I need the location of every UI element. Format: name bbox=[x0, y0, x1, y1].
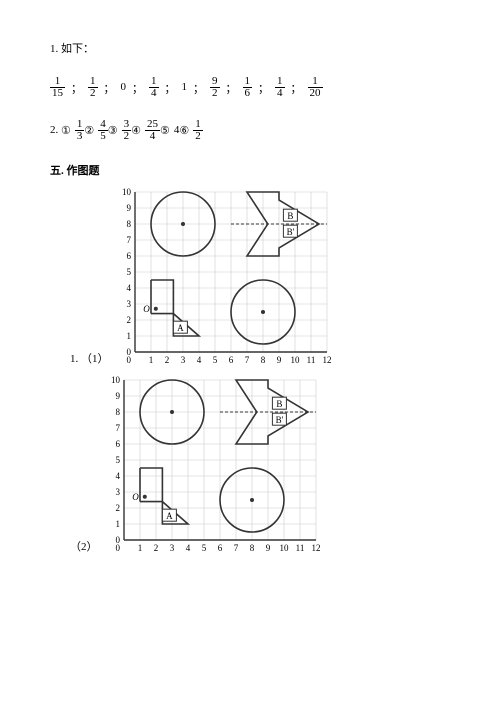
svg-text:A: A bbox=[166, 511, 173, 521]
svg-text:5: 5 bbox=[116, 455, 121, 465]
q1-fraction: 92 bbox=[210, 76, 220, 99]
svg-text:O: O bbox=[133, 492, 140, 502]
q2-label: ① bbox=[61, 124, 71, 137]
svg-text:7: 7 bbox=[234, 543, 239, 553]
q2-fraction: 12 bbox=[193, 119, 203, 142]
section-5-title: 五. 作图题 bbox=[50, 162, 450, 178]
svg-text:7: 7 bbox=[245, 355, 250, 365]
q1-sep: ； bbox=[132, 80, 143, 96]
q1-sep: ； bbox=[291, 80, 302, 96]
q2-label: ④ bbox=[131, 124, 141, 137]
q2-item: ③32 bbox=[108, 124, 131, 136]
svg-text:1: 1 bbox=[116, 519, 121, 529]
q1-fractions-row: 115 ； 12 ； 0 ； 14 ； 1 ； 92 ； 16 ； 14 ； 120 bbox=[50, 76, 450, 99]
svg-text:7: 7 bbox=[127, 235, 132, 245]
svg-text:4: 4 bbox=[197, 355, 202, 365]
svg-text:7: 7 bbox=[116, 423, 121, 433]
svg-text:11: 11 bbox=[296, 543, 305, 553]
svg-text:6: 6 bbox=[116, 439, 121, 449]
q2-item: ①13 bbox=[61, 124, 84, 136]
svg-text:12: 12 bbox=[312, 543, 321, 553]
q1-fraction: 12 bbox=[88, 76, 98, 99]
q2-label: ⑤ bbox=[160, 124, 170, 137]
diagram-1-svg: 0123456789101234567891011120AOBB' bbox=[115, 188, 331, 366]
svg-text:0: 0 bbox=[116, 543, 121, 553]
q2-item: ④254 bbox=[131, 124, 160, 136]
svg-text:6: 6 bbox=[229, 355, 234, 365]
svg-text:1: 1 bbox=[149, 355, 154, 365]
q2-fraction: 13 bbox=[75, 119, 85, 142]
svg-text:10: 10 bbox=[122, 188, 132, 197]
svg-text:10: 10 bbox=[280, 543, 290, 553]
svg-text:B': B' bbox=[287, 227, 295, 237]
svg-text:2: 2 bbox=[116, 503, 121, 513]
q1-fraction: 14 bbox=[275, 76, 285, 99]
q2-label: ② bbox=[84, 124, 94, 137]
svg-text:8: 8 bbox=[261, 355, 266, 365]
q1-fraction: 14 bbox=[149, 76, 159, 99]
svg-text:6: 6 bbox=[218, 543, 223, 553]
q1-sep: ； bbox=[104, 80, 115, 96]
q1-sep: ； bbox=[226, 80, 237, 96]
q1-sep: ； bbox=[165, 80, 176, 96]
q2-prefix: 2. bbox=[50, 124, 58, 136]
svg-text:9: 9 bbox=[277, 355, 282, 365]
q2-label: ⑥ bbox=[179, 124, 189, 137]
svg-text:4: 4 bbox=[116, 471, 121, 481]
q1-prefix: 1. 如下： bbox=[50, 40, 450, 56]
svg-text:9: 9 bbox=[266, 543, 271, 553]
svg-text:10: 10 bbox=[291, 355, 301, 365]
svg-text:B': B' bbox=[276, 415, 284, 425]
q1-int: 0 bbox=[121, 82, 127, 93]
q2-item: ⑥12 bbox=[179, 124, 202, 136]
svg-text:3: 3 bbox=[181, 355, 186, 365]
svg-text:9: 9 bbox=[127, 203, 132, 213]
svg-text:B: B bbox=[288, 211, 294, 221]
q1-sep: ； bbox=[258, 80, 269, 96]
diagram-1-block: 1. （1） 0123456789101234567891011120AOBB' bbox=[70, 188, 450, 366]
svg-text:5: 5 bbox=[127, 267, 132, 277]
svg-text:3: 3 bbox=[170, 543, 175, 553]
svg-text:11: 11 bbox=[307, 355, 316, 365]
svg-text:4: 4 bbox=[186, 543, 191, 553]
svg-text:8: 8 bbox=[127, 219, 132, 229]
svg-text:5: 5 bbox=[202, 543, 207, 553]
q2-item: ⑤4 bbox=[160, 124, 179, 136]
svg-text:1: 1 bbox=[127, 331, 132, 341]
svg-text:2: 2 bbox=[154, 543, 159, 553]
svg-text:0: 0 bbox=[127, 355, 132, 365]
svg-text:4: 4 bbox=[127, 283, 132, 293]
svg-text:1: 1 bbox=[138, 543, 143, 553]
diagram-1-label: 1. （1） bbox=[70, 350, 109, 366]
q2-row: 2. ①13②45③32④254⑤4⑥12 bbox=[50, 119, 450, 142]
svg-text:2: 2 bbox=[165, 355, 170, 365]
svg-text:10: 10 bbox=[111, 376, 121, 385]
q2-label: ③ bbox=[108, 124, 118, 137]
svg-text:O: O bbox=[144, 304, 151, 314]
q1-fraction: 16 bbox=[243, 76, 253, 99]
q2-fraction: 45 bbox=[98, 119, 108, 142]
svg-text:A: A bbox=[177, 323, 184, 333]
svg-text:2: 2 bbox=[127, 315, 132, 325]
diagram-2-svg: 0123456789101234567891011120AOBB' bbox=[104, 376, 320, 554]
svg-text:8: 8 bbox=[250, 543, 255, 553]
svg-text:6: 6 bbox=[127, 251, 132, 261]
diagram-2-block: （2） 0123456789101234567891011120AOBB' bbox=[70, 376, 450, 554]
svg-text:3: 3 bbox=[116, 487, 121, 497]
svg-text:9: 9 bbox=[116, 391, 121, 401]
svg-text:3: 3 bbox=[127, 299, 132, 309]
svg-text:5: 5 bbox=[213, 355, 218, 365]
diagram-2-label: （2） bbox=[70, 538, 98, 554]
q1-int: 1 bbox=[182, 82, 188, 93]
q2-fraction: 32 bbox=[122, 119, 132, 142]
q1-sep: ； bbox=[71, 80, 82, 96]
svg-text:B: B bbox=[277, 399, 283, 409]
svg-text:8: 8 bbox=[116, 407, 121, 417]
q1-fraction: 120 bbox=[308, 76, 323, 99]
q1-fraction: 115 bbox=[50, 76, 65, 99]
q2-item: ②45 bbox=[84, 124, 107, 136]
q2-fraction: 254 bbox=[145, 119, 160, 142]
svg-text:12: 12 bbox=[323, 355, 332, 365]
q1-sep: ； bbox=[193, 80, 204, 96]
